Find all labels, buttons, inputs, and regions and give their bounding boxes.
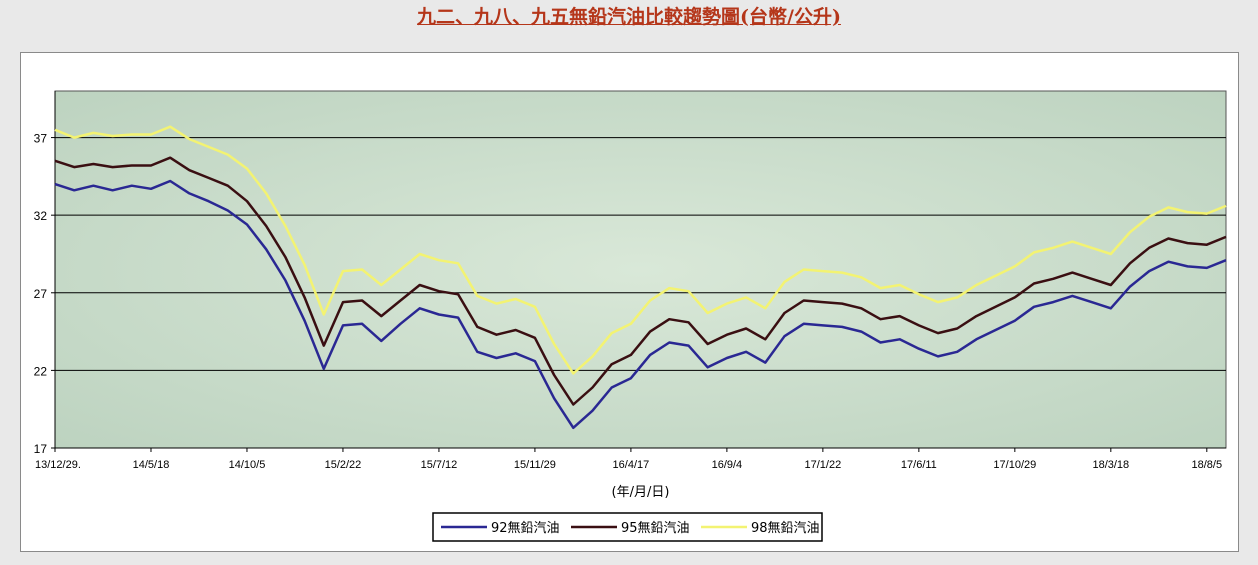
legend: 92無鉛汽油 95無鉛汽油 98無鉛汽油 (432, 512, 823, 542)
x-tick-label: 17/1/22 (805, 459, 842, 471)
x-tick-label: 13/12/29. (35, 459, 81, 471)
x-tick-label: 17/10/29 (993, 459, 1036, 471)
plot-area (54, 90, 1227, 449)
y-tick-label: 17 (34, 442, 48, 456)
x-tick-label: 14/10/5 (229, 459, 266, 471)
x-tick-label: 15/2/22 (325, 459, 362, 471)
x-tick-label: 14/5/18 (133, 459, 170, 471)
legend-label: 95無鉛汽油 (621, 521, 690, 536)
x-tick-label: 16/4/17 (613, 459, 650, 471)
x-axis-label: (年/月/日) (612, 485, 670, 500)
y-tick-label: 27 (34, 287, 48, 301)
legend-label: 92無鉛汽油 (491, 521, 560, 536)
series-line-92 (54, 179, 1227, 430)
x-tick-label: 18/8/5 (1192, 459, 1223, 471)
x-tick-label: 15/11/29 (514, 459, 556, 471)
x-tick-label: 17/6/11 (901, 459, 937, 471)
y-tick-label: 22 (34, 364, 48, 378)
y-tick-label: 32 (34, 209, 48, 223)
x-tick-label: 15/7/12 (421, 459, 458, 471)
legend-label: 98無鉛汽油 (751, 521, 820, 536)
x-tick-label: 18/3/18 (1092, 459, 1129, 471)
page-title[interactable]: 九二、九八、九五無鉛汽油比較趨勢圖(台幣/公升) (417, 6, 841, 28)
y-tick-label: 37 (34, 132, 48, 146)
legend-box (432, 512, 823, 542)
x-tick-label: 16/9/4 (712, 459, 743, 471)
series-line-98 (54, 125, 1227, 375)
series-line-95 (54, 156, 1227, 406)
